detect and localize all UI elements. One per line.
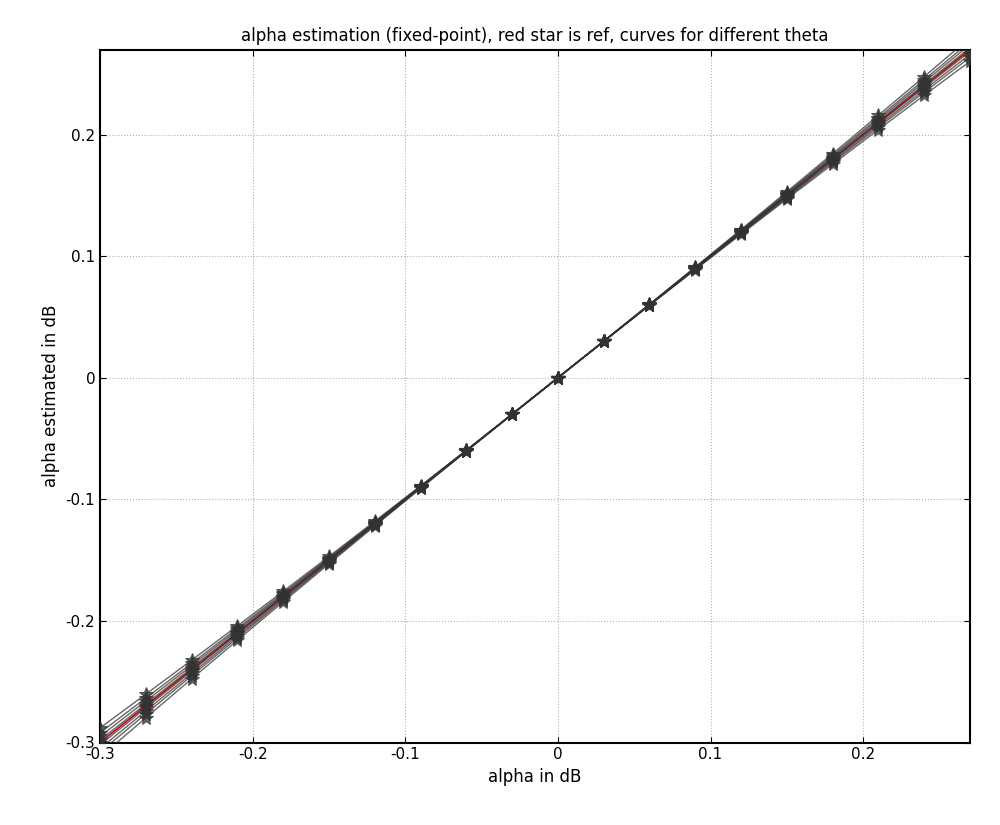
Y-axis label: alpha estimated in dB: alpha estimated in dB: [42, 304, 60, 488]
Title: alpha estimation (fixed-point), red star is ref, curves for different theta: alpha estimation (fixed-point), red star…: [241, 27, 829, 45]
X-axis label: alpha in dB: alpha in dB: [488, 768, 582, 786]
